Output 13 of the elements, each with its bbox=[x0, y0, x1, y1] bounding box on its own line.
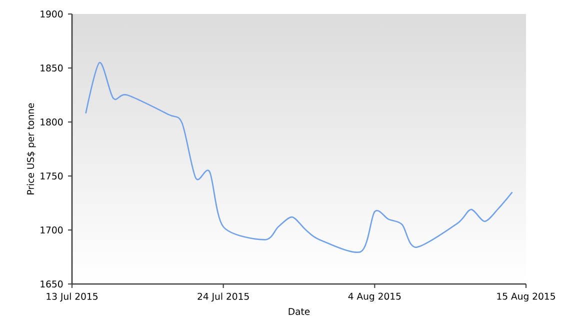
y-tick-label: 1850 bbox=[40, 64, 63, 72]
x-tick-label: 24 Jul 2015 bbox=[198, 292, 249, 302]
x-tick-label: 15 Aug 2015 bbox=[497, 292, 555, 302]
x-tick-label: 4 Aug 2015 bbox=[348, 292, 401, 302]
y-tick-label: 1750 bbox=[40, 172, 63, 180]
y-axis-title: Price US$ per tonne bbox=[26, 103, 36, 194]
y-tick-label: 1700 bbox=[40, 226, 63, 234]
y-tick-label: 1800 bbox=[40, 118, 63, 126]
line-series bbox=[85, 62, 513, 253]
x-axis-title: Date bbox=[288, 308, 310, 315]
y-tick-label: 1900 bbox=[40, 10, 63, 18]
x-tick-label: 13 Jul 2015 bbox=[46, 292, 98, 302]
y-tick-label: 1650 bbox=[40, 280, 63, 288]
